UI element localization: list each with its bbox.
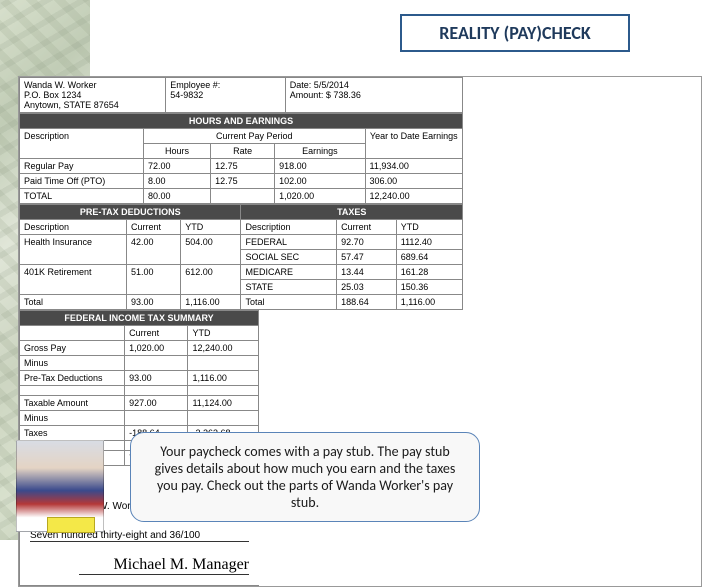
cell: 401K Retirement xyxy=(20,265,127,295)
cell: 1,020.00 xyxy=(125,341,188,356)
cell: 25.03 xyxy=(337,280,397,295)
cell: 72.00 xyxy=(144,159,211,174)
cell xyxy=(125,356,188,371)
cell: 51.00 xyxy=(127,265,181,295)
cell: STATE xyxy=(241,280,337,295)
cell: 161.28 xyxy=(396,265,462,280)
cell: 12.75 xyxy=(211,174,275,189)
emp-addr1: P.O. Box 1234 xyxy=(24,90,161,100)
emp-addr2: Anytown, STATE 87654 xyxy=(24,100,161,110)
col-earnings: Earnings xyxy=(275,144,365,159)
cell: 92.70 xyxy=(337,235,397,250)
taxes-header: TAXES xyxy=(241,205,463,220)
cell: YTD xyxy=(396,220,462,235)
cell: SOCIAL SEC xyxy=(241,250,337,265)
cell xyxy=(125,386,188,396)
cell: 306.00 xyxy=(365,174,462,189)
cell: Pre-Tax Deductions xyxy=(20,371,125,386)
summary-header: FEDERAL INCOME TAX SUMMARY xyxy=(20,311,259,326)
cell: Total xyxy=(20,295,127,310)
cell xyxy=(211,189,275,204)
cell: 12,240.00 xyxy=(365,189,462,204)
earn-row: Regular Pay 72.00 12.75 918.00 11,934.00 xyxy=(20,159,463,174)
uncle-sam-image xyxy=(16,440,104,532)
cell: YTD xyxy=(188,326,259,341)
pay-date: Date: 5/5/2014 xyxy=(290,80,458,90)
cell: 918.00 xyxy=(275,159,365,174)
cell: 1,020.00 xyxy=(275,189,365,204)
cell: 1,116.00 xyxy=(181,295,241,310)
cell: Paid Time Off (PTO) xyxy=(20,174,144,189)
pretax-header: PRE-TAX DEDUCTIONS xyxy=(20,205,241,220)
cell: 11,124.00 xyxy=(188,396,259,411)
cell: 612.00 xyxy=(181,265,241,295)
cell: Minus xyxy=(20,356,125,371)
earn-row: TOTAL 80.00 1,020.00 12,240.00 xyxy=(20,189,463,204)
cell: 57.47 xyxy=(337,250,397,265)
cell: 11,934.00 xyxy=(365,159,462,174)
cell: Current xyxy=(125,326,188,341)
cell: Taxable Amount xyxy=(20,396,125,411)
callout-text: Your paycheck comes with a pay stub. The… xyxy=(130,432,480,522)
cell: Regular Pay xyxy=(20,159,144,174)
cell: 150.36 xyxy=(396,280,462,295)
col-current: Current Pay Period xyxy=(144,129,366,144)
cell: 102.00 xyxy=(275,174,365,189)
cell: Taxes xyxy=(20,426,125,441)
col-hours: Hours xyxy=(144,144,211,159)
cell: Total xyxy=(241,295,337,310)
cell: Current xyxy=(127,220,181,235)
cell: 13.44 xyxy=(337,265,397,280)
hours-earnings-header: HOURS AND EARNINGS xyxy=(20,114,463,129)
col-ytd: Year to Date Earnings xyxy=(365,129,462,159)
cell: Gross Pay xyxy=(20,341,125,356)
cell xyxy=(20,386,125,396)
cell: 12.75 xyxy=(211,159,275,174)
cell: Description xyxy=(20,220,127,235)
emp-no-label: Employee #: xyxy=(170,80,281,90)
cell: 80.00 xyxy=(144,189,211,204)
cell: 1,116.00 xyxy=(396,295,462,310)
cell: Health Insurance xyxy=(20,235,127,265)
cell: 1112.40 xyxy=(396,235,462,250)
cell: 504.00 xyxy=(181,235,241,265)
cell: MEDICARE xyxy=(241,265,337,280)
slide-title: REALITY (PAY)CHECK xyxy=(400,14,630,52)
col-desc: Description xyxy=(20,129,144,159)
check-signature: Michael M. Manager xyxy=(79,556,249,575)
cell: 12,240.00 xyxy=(188,341,259,356)
cell: YTD xyxy=(181,220,241,235)
cell: Minus xyxy=(20,411,125,426)
cell xyxy=(188,356,259,371)
cell: 42.00 xyxy=(127,235,181,265)
cell: Description xyxy=(241,220,337,235)
cell: TOTAL xyxy=(20,189,144,204)
cell: 689.64 xyxy=(396,250,462,265)
cell: 927.00 xyxy=(125,396,188,411)
cell: Current xyxy=(337,220,397,235)
cell: 1,116.00 xyxy=(188,371,259,386)
col-rate: Rate xyxy=(211,144,275,159)
cell: 93.00 xyxy=(127,295,181,310)
cell: 188.64 xyxy=(337,295,397,310)
cell: FEDERAL xyxy=(241,235,337,250)
cell: 8.00 xyxy=(144,174,211,189)
cell xyxy=(188,386,259,396)
emp-no: 54-9832 xyxy=(170,90,281,100)
earn-row: Paid Time Off (PTO) 8.00 12.75 102.00 30… xyxy=(20,174,463,189)
cell xyxy=(188,411,259,426)
emp-name: Wanda W. Worker xyxy=(24,80,161,90)
cell xyxy=(125,411,188,426)
pay-amount: Amount: $ 738.36 xyxy=(290,90,458,100)
cell: 93.00 xyxy=(125,371,188,386)
